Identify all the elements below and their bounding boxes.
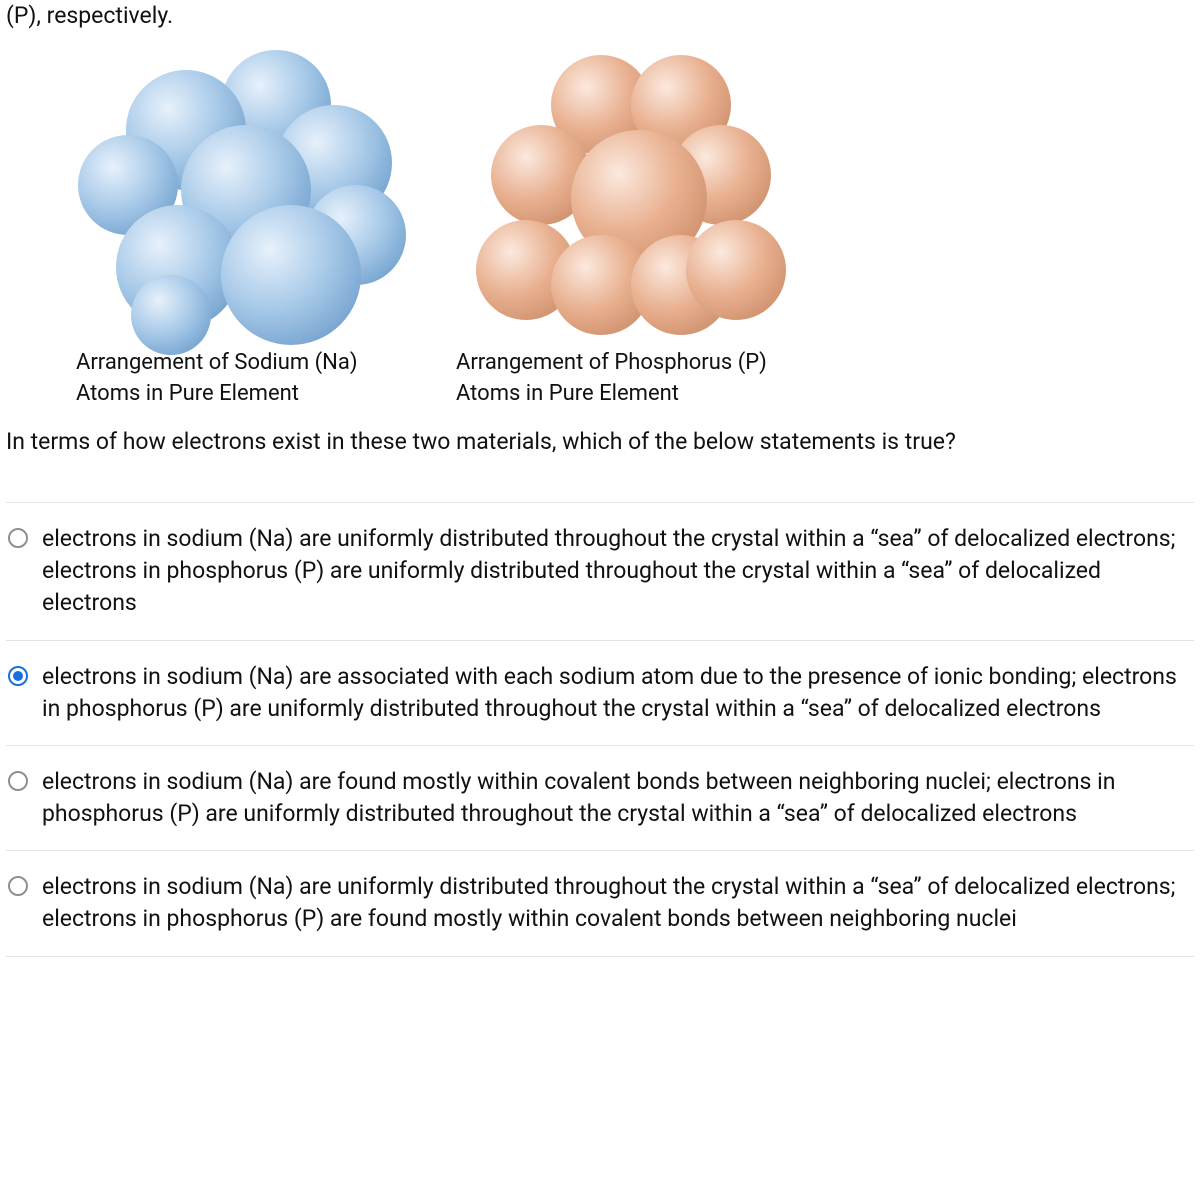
option-text: electrons in sodium (Na) are associated … <box>42 661 1186 725</box>
answer-option[interactable]: electrons in sodium (Na) are associated … <box>6 641 1194 746</box>
option-text: electrons in sodium (Na) are found mostl… <box>42 766 1186 830</box>
phosphorus-atom-cluster <box>456 50 776 340</box>
sodium-atom-cluster <box>76 50 396 340</box>
option-text: electrons in sodium (Na) are uniformly d… <box>42 523 1186 620</box>
intro-fragment: (P), respectively. <box>6 0 1194 32</box>
atom-sphere <box>131 275 211 355</box>
caption-line: Arrangement of Sodium (Na) <box>76 348 396 379</box>
radio-icon[interactable] <box>8 771 28 791</box>
question-text: In terms of how electrons exist in these… <box>6 426 1194 458</box>
answer-option[interactable]: electrons in sodium (Na) are uniformly d… <box>6 503 1194 641</box>
radio-icon[interactable] <box>8 528 28 548</box>
radio-icon[interactable] <box>8 666 28 686</box>
figure-caption: Arrangement of Sodium (Na) Atoms in Pure… <box>76 348 396 410</box>
radio-icon[interactable] <box>8 876 28 896</box>
figures-row: Arrangement of Sodium (Na) Atoms in Pure… <box>76 50 1194 410</box>
option-text: electrons in sodium (Na) are uniformly d… <box>42 871 1186 935</box>
answer-options: electrons in sodium (Na) are uniformly d… <box>6 502 1194 957</box>
atom-sphere <box>686 220 786 320</box>
figure-caption: Arrangement of Phosphorus (P) Atoms in P… <box>456 348 776 410</box>
atom-sphere <box>221 205 361 345</box>
answer-option[interactable]: electrons in sodium (Na) are found mostl… <box>6 746 1194 851</box>
caption-line: Atoms in Pure Element <box>76 379 396 410</box>
caption-line: Arrangement of Phosphorus (P) <box>456 348 776 379</box>
question-page: (P), respectively. Arrangement of Sodium… <box>0 0 1200 987</box>
caption-line: Atoms in Pure Element <box>456 379 776 410</box>
answer-option[interactable]: electrons in sodium (Na) are uniformly d… <box>6 851 1194 956</box>
figure-sodium: Arrangement of Sodium (Na) Atoms in Pure… <box>76 50 396 410</box>
figure-phosphorus: Arrangement of Phosphorus (P) Atoms in P… <box>456 50 776 410</box>
